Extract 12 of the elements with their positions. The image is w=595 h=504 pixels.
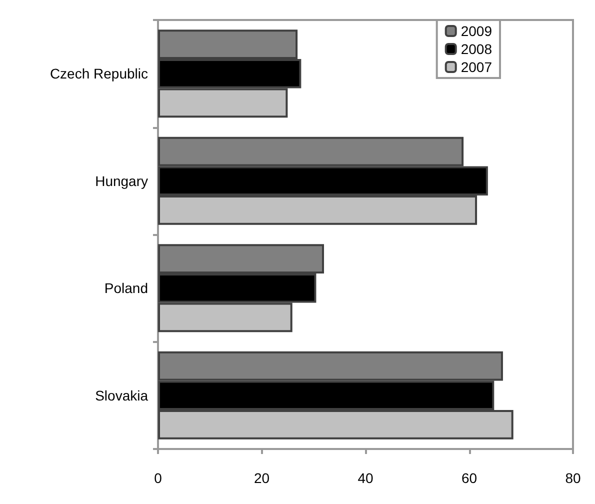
x-tick-label: 40	[358, 470, 374, 486]
x-tick-label: 20	[254, 470, 270, 486]
legend-label: 2008	[460, 41, 492, 57]
x-tick-label: 80	[565, 470, 581, 486]
y-tick-label: Czech Republic	[50, 66, 148, 82]
x-tick-label: 60	[461, 470, 478, 486]
legend-label: 2007	[460, 59, 492, 75]
y-tick-label: Hungary	[95, 172, 148, 189]
y-tick-label: Poland	[104, 280, 148, 296]
legend-label: 2009	[460, 23, 492, 39]
y-tick-label: Slovakia	[95, 387, 148, 404]
x-tick-label: 0	[154, 470, 162, 486]
